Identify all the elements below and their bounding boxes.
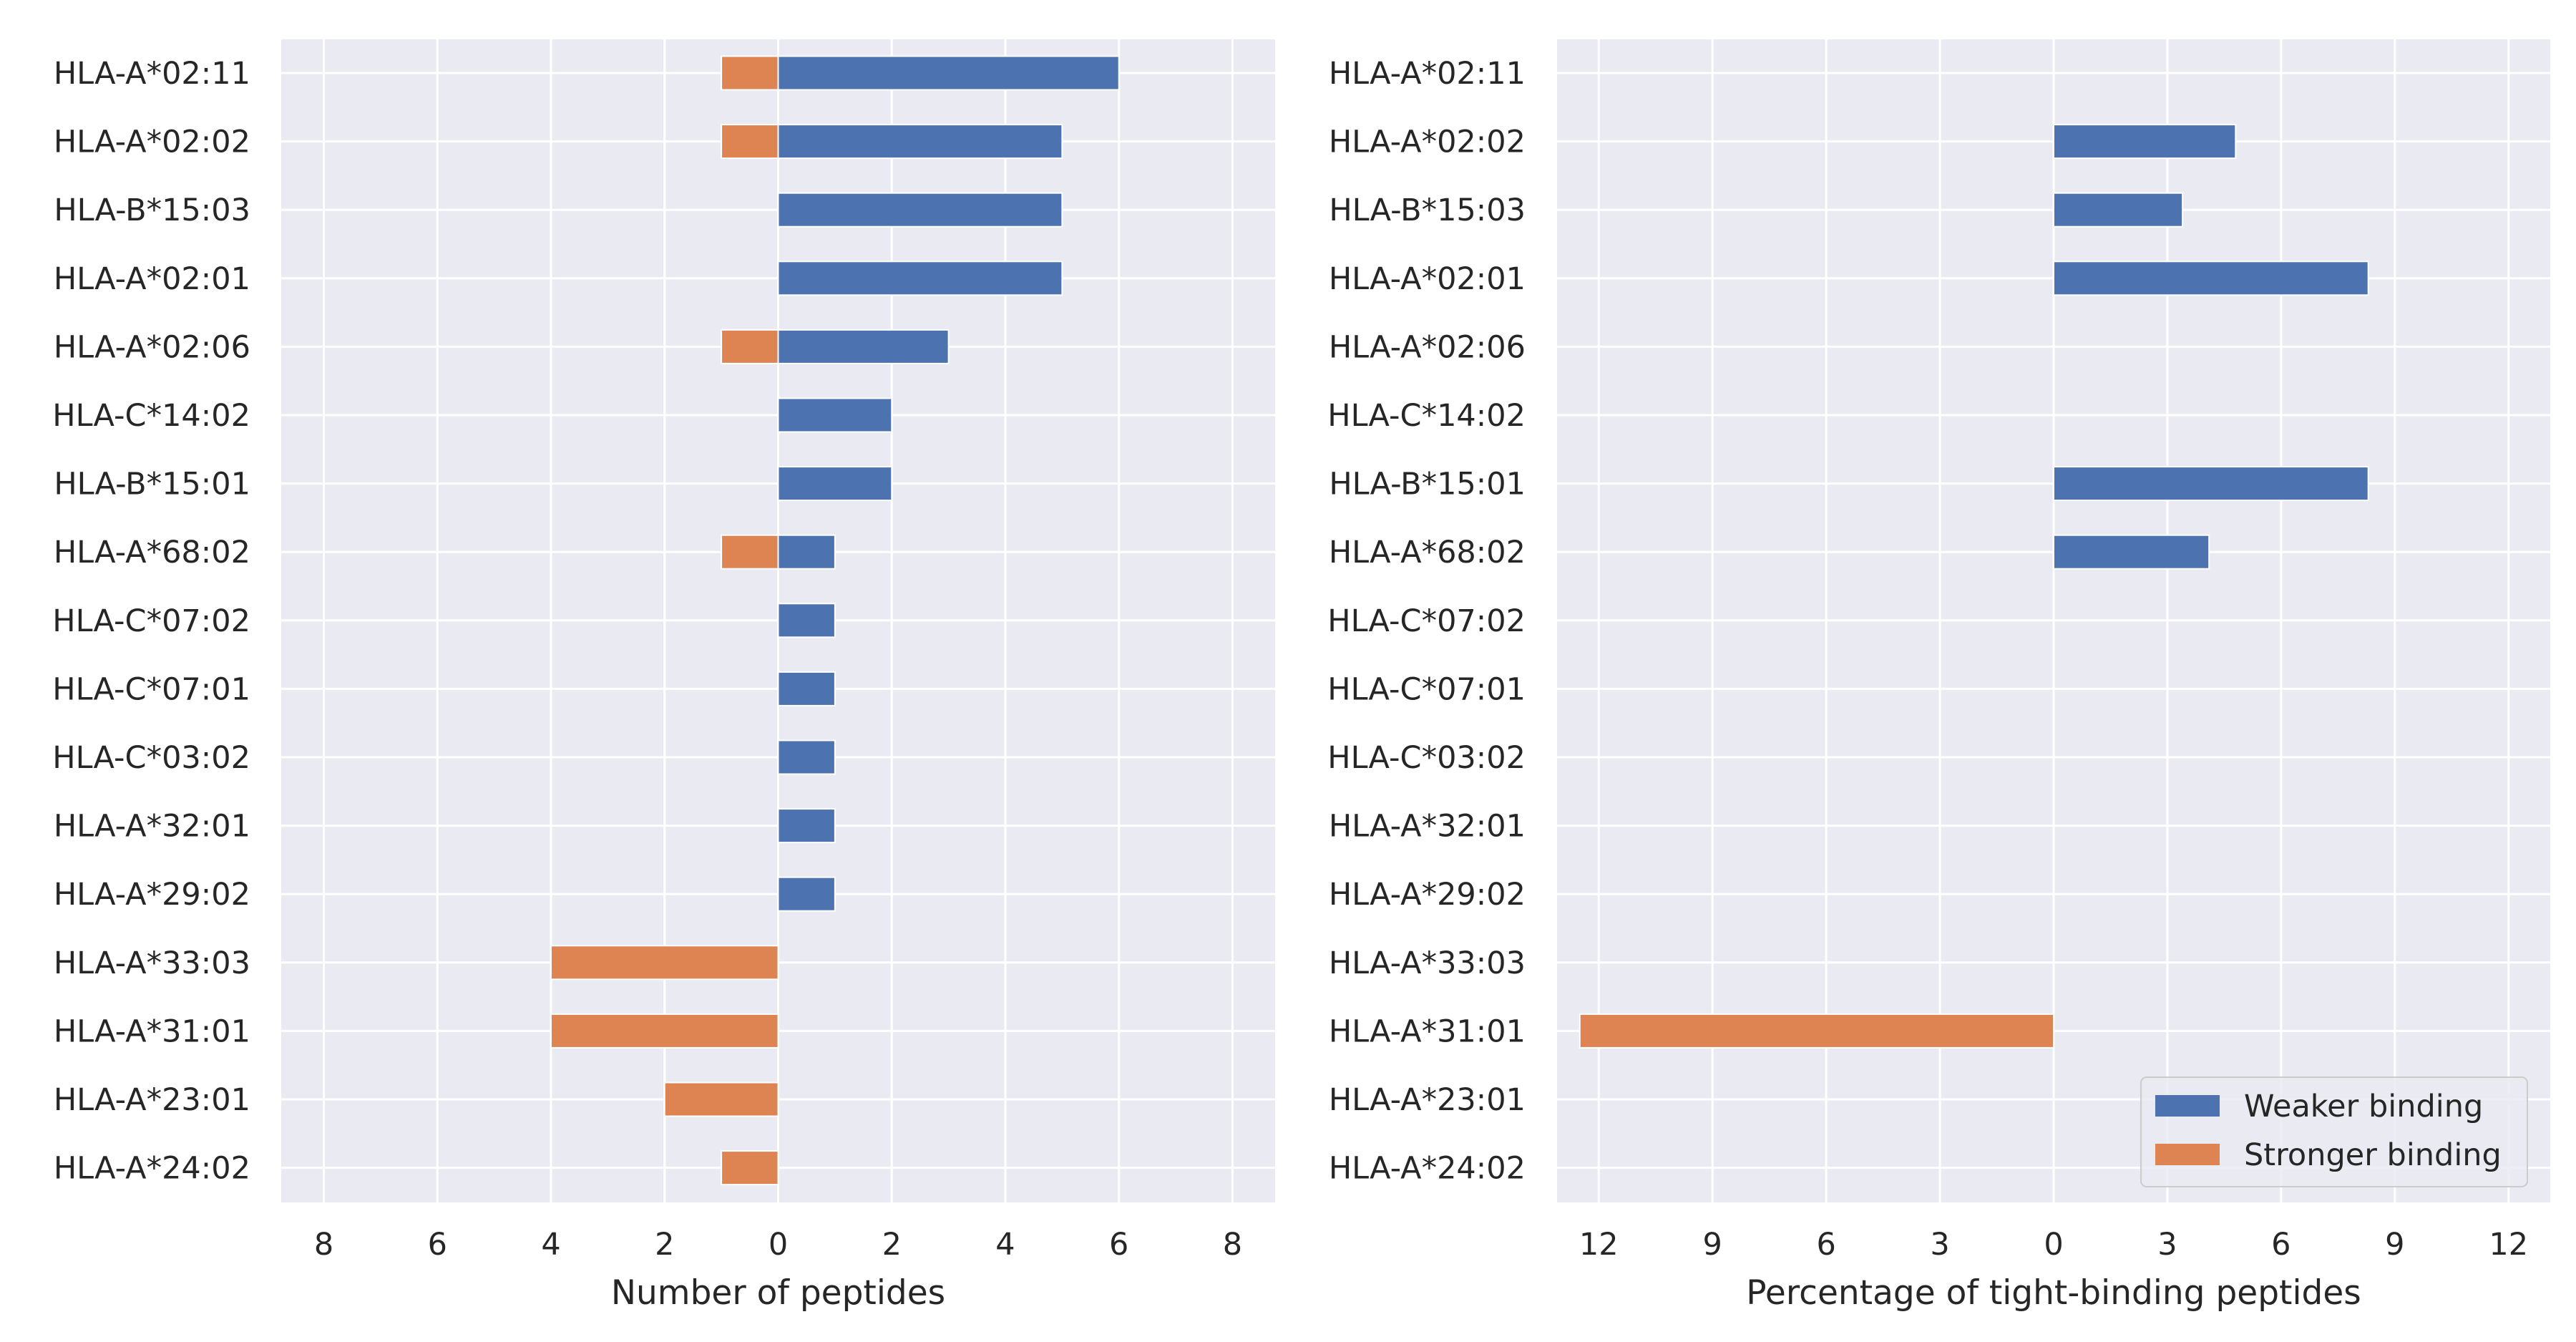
bar-weaker xyxy=(777,466,893,502)
legend: Weaker binding Stronger binding xyxy=(2140,1076,2528,1187)
y-tick-label: HLA-C*03:02 xyxy=(52,740,250,776)
y-tick-label: HLA-B*15:01 xyxy=(54,467,250,502)
bar-stronger xyxy=(1579,1013,2055,1049)
bar-weaker xyxy=(777,603,836,638)
y-tick-label: HLA-A*23:01 xyxy=(1329,1082,1526,1118)
legend-box xyxy=(2140,1076,2528,1187)
x-tick-label: 8 xyxy=(314,1227,333,1263)
x-axis-title: Number of peptides xyxy=(611,1273,945,1313)
bar-weaker xyxy=(777,808,836,844)
bar-weaker xyxy=(777,876,836,912)
y-tick-label: HLA-A*24:02 xyxy=(54,1151,250,1187)
bar-weaker xyxy=(2053,534,2210,570)
y-tick-label: HLA-A*02:01 xyxy=(1329,261,1526,297)
x-axis-title: Percentage of tight-binding peptides xyxy=(1746,1273,2361,1313)
y-tick-label: HLA-C*07:02 xyxy=(52,603,250,639)
x-tick-label: 6 xyxy=(428,1227,447,1263)
y-tick-label: HLA-A*02:06 xyxy=(1329,329,1526,365)
y-tick-label: HLA-A*02:01 xyxy=(54,261,250,297)
bar-stronger xyxy=(721,55,779,91)
x-tick-label: 12 xyxy=(1579,1227,1619,1263)
x-tick-label: 2 xyxy=(655,1227,674,1263)
bar-weaker xyxy=(777,55,1120,91)
y-tick-label: HLA-A*02:11 xyxy=(54,56,250,92)
y-tick-label: HLA-C*14:02 xyxy=(52,398,250,434)
y-tick-label: HLA-A*24:02 xyxy=(1329,1151,1526,1187)
legend-label-weaker: Weaker binding xyxy=(2244,1089,2483,1124)
y-tick-label: HLA-A*02:11 xyxy=(1329,56,1526,92)
bar-stronger xyxy=(721,534,779,570)
bar-stronger xyxy=(663,1081,779,1117)
bar-weaker xyxy=(777,534,836,570)
y-tick-label: HLA-A*32:01 xyxy=(1329,809,1526,845)
y-tick-label: HLA-C*07:01 xyxy=(1327,671,1526,707)
chart-panel-1: HLA-A*02:11 HLA-A*02:02 HLA-B*15:03 HLA-A*0… xyxy=(52,39,1275,1313)
y-tick-label: HLA-A*29:02 xyxy=(54,877,250,913)
x-tick-label: 9 xyxy=(2385,1227,2404,1263)
y-tick-label: HLA-A*68:02 xyxy=(1329,535,1526,570)
y-tick-label: HLA-B*15:03 xyxy=(1329,193,1526,228)
y-tick-label: HLA-A*32:01 xyxy=(54,809,250,845)
y-tick-label: HLA-B*15:03 xyxy=(54,193,250,228)
x-tick-label: 4 xyxy=(995,1227,1015,1263)
y-tick-label: HLA-A*31:01 xyxy=(1329,1013,1526,1049)
y-tick-label: HLA-C*03:02 xyxy=(1327,740,1526,776)
bar-weaker xyxy=(777,124,1063,160)
bar-stronger xyxy=(721,124,779,160)
bar-weaker xyxy=(2053,466,2369,502)
bar-weaker xyxy=(777,261,1063,296)
bar-stronger xyxy=(721,329,779,364)
bar-weaker xyxy=(777,329,950,364)
legend-swatch-stronger xyxy=(2155,1144,2220,1165)
y-tick-label: HLA-A*33:03 xyxy=(54,945,250,981)
x-tick-label: 2 xyxy=(882,1227,902,1263)
x-tick-label: 9 xyxy=(1703,1227,1722,1263)
x-tick-label: 6 xyxy=(1109,1227,1128,1263)
x-tick-label: 6 xyxy=(1816,1227,1835,1263)
legend-label-stronger: Stronger binding xyxy=(2244,1137,2502,1173)
y-tick-label: HLA-C*07:02 xyxy=(1327,603,1526,639)
bar-weaker xyxy=(2053,124,2237,160)
bar-weaker xyxy=(777,671,836,706)
y-tick-label: HLA-A*02:06 xyxy=(54,329,250,365)
bar-stronger xyxy=(550,945,779,981)
x-tick-label: 8 xyxy=(1223,1227,1242,1263)
y-tick-label: HLA-C*14:02 xyxy=(1327,398,1526,434)
x-tick-label: 0 xyxy=(769,1227,788,1263)
x-tick-label: 3 xyxy=(2157,1227,2177,1263)
bar-weaker xyxy=(2053,261,2369,296)
legend-swatch-weaker xyxy=(2155,1095,2220,1117)
y-tick-label: HLA-C*07:01 xyxy=(52,671,250,707)
bar-weaker xyxy=(777,739,836,775)
bar-weaker xyxy=(2053,192,2184,228)
bar-stronger xyxy=(550,1013,779,1049)
x-tick-label: 0 xyxy=(2044,1227,2063,1263)
y-tick-label: HLA-B*15:01 xyxy=(1329,467,1526,502)
chart-panel-2: HLA-A*02:11 HLA-A*02:02 HLA-B*15:03 HLA-A*0… xyxy=(1327,39,2550,1313)
bar-weaker xyxy=(777,397,893,433)
x-tick-label: 3 xyxy=(1930,1227,1949,1263)
bar-weaker xyxy=(777,192,1063,228)
y-tick-label: HLA-A*02:02 xyxy=(54,125,250,160)
y-tick-label: HLA-A*31:01 xyxy=(54,1013,250,1049)
bar-stronger xyxy=(721,1150,779,1186)
x-tick-label: 4 xyxy=(541,1227,560,1263)
x-tick-label: 12 xyxy=(2489,1227,2528,1263)
y-tick-label: HLA-A*68:02 xyxy=(54,535,250,570)
y-tick-label: HLA-A*23:01 xyxy=(54,1082,250,1118)
y-tick-label: HLA-A*33:03 xyxy=(1329,945,1526,981)
x-tick-label: 6 xyxy=(2271,1227,2290,1263)
y-tick-label: HLA-A*02:02 xyxy=(1329,125,1526,160)
y-tick-label: HLA-A*29:02 xyxy=(1329,877,1526,913)
